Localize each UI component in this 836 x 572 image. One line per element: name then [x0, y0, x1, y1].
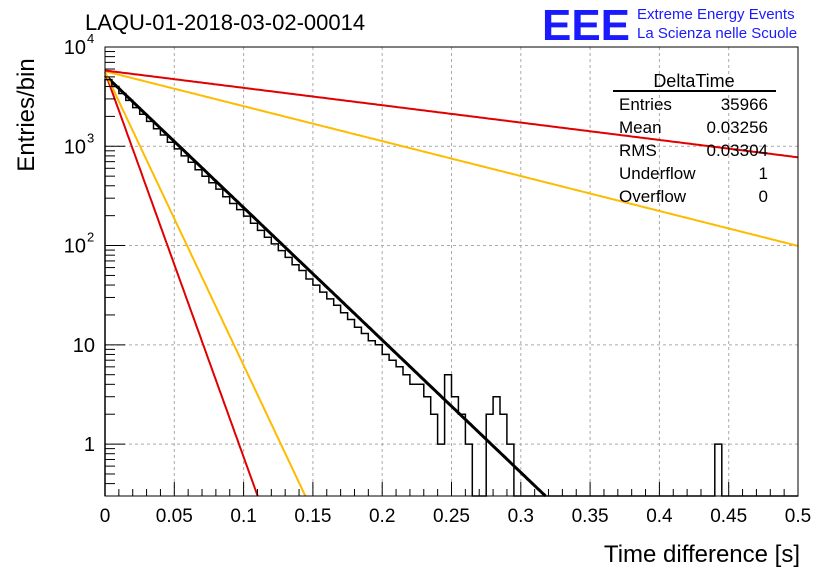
y-tick-label: 10 [64, 37, 86, 59]
fit-curve [103, 74, 547, 498]
stats-label-underflow: Underflow [619, 164, 696, 183]
stats-box: DeltaTime Entries 35966 Mean 0.03256 RMS… [613, 71, 776, 206]
stats-label-overflow: Overflow [619, 187, 687, 206]
stats-value-entries: 35966 [721, 95, 768, 114]
fit-curves [103, 69, 799, 498]
x-tick-label: 0.05 [156, 506, 193, 527]
x-tick-label: 0.3 [508, 506, 534, 527]
stats-label-rms: RMS [619, 141, 657, 160]
logo-line-1: Extreme Energy Events [637, 6, 795, 23]
fit-curve [104, 69, 799, 159]
x-tick-label: 0.2 [369, 506, 395, 527]
axes: 0 0.05 0.1 0.15 0.2 0.25 0.3 0.35 0.4 0.45 0.51101… [64, 31, 811, 527]
chart-title: LAQU-01-2018-03-02-00014 [85, 10, 365, 35]
fit-curve [104, 71, 307, 497]
logo-line-2: La Scienza nelle Scuole [637, 25, 797, 42]
x-tick-label: 0.5 [785, 506, 811, 527]
y-axis-label: Entries/bin [13, 58, 40, 171]
stats-value-mean: 0.03256 [707, 118, 768, 137]
stats-label-entries: Entries [619, 95, 672, 114]
y-tick-label: 10 [73, 335, 95, 357]
x-tick-label: 0.15 [294, 506, 331, 527]
y-tick-label: 10 [64, 236, 86, 258]
fit-curve [104, 70, 799, 247]
y-tick-label: 1 [84, 434, 95, 456]
x-tick-label: 0.25 [433, 506, 470, 527]
y-tick-exponent: 3 [87, 130, 94, 145]
stats-label-mean: Mean [619, 118, 662, 137]
stats-title: DeltaTime [653, 71, 734, 91]
stats-value-underflow: 1 [759, 164, 768, 183]
y-tick-exponent: 2 [87, 230, 94, 245]
y-tick-label: 10 [64, 136, 86, 158]
x-tick-label: 0 [100, 506, 111, 527]
x-tick-label: 0.1 [230, 506, 256, 527]
eee-logo: EEE Extreme Energy Events La Scienza nel… [542, 1, 797, 50]
x-axis-label: Time difference [s] [604, 541, 800, 568]
x-tick-label: 0.45 [710, 506, 747, 527]
x-tick-label: 0.35 [572, 506, 609, 527]
stats-value-overflow: 0 [759, 187, 768, 206]
fit-curve [104, 71, 259, 497]
eee-logo-text: EEE [542, 1, 630, 50]
x-tick-label: 0.4 [646, 506, 673, 527]
y-tick-exponent: 4 [87, 31, 94, 46]
stats-value-rms: 0.03304 [707, 141, 768, 160]
